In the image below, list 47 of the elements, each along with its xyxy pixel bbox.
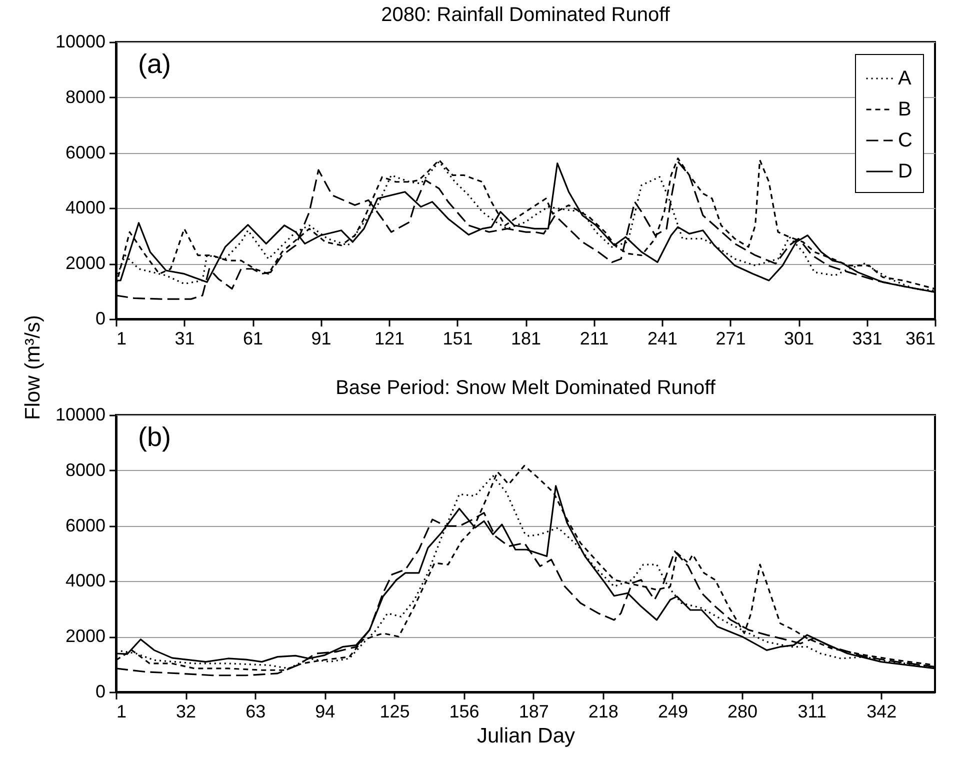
y-tick-label: 0	[95, 682, 106, 702]
x-tick-label: 31	[174, 328, 195, 348]
x-tick-label: 121	[374, 328, 405, 348]
x-tick-label: 32	[176, 702, 196, 722]
y-tick-label: 2000	[65, 253, 106, 274]
legend-label: C	[898, 130, 912, 152]
y-tick-label: 6000	[65, 515, 106, 536]
x-tick-label: 280	[728, 702, 758, 722]
chart-title: 2080: Rainfall Dominated Runoff	[381, 4, 670, 26]
y-tick-label: 4000	[65, 570, 106, 591]
legend-label: A	[898, 68, 912, 90]
y-tick-label: 4000	[65, 198, 106, 218]
y-axis-title: Flow (m³/s)	[21, 315, 44, 420]
x-tick-label: 1	[116, 328, 127, 348]
x-tick-label: 156	[449, 702, 480, 722]
x-tick-label: 187	[518, 702, 549, 722]
y-tick-label: 6000	[65, 142, 106, 162]
x-tick-label: 1	[116, 702, 127, 722]
x-tick-label: 94	[315, 702, 336, 722]
legend-label: B	[898, 98, 912, 120]
x-tick-label: 218	[588, 702, 618, 722]
x-tick-label: 342	[866, 702, 897, 722]
y-tick-label: 10000	[55, 32, 106, 52]
annotation: (a)	[138, 49, 171, 79]
chart-title: Base Period: Snow Melt Dominated Runoff	[336, 377, 716, 399]
x-tick-label: 241	[647, 328, 678, 348]
x-tick-label: 249	[658, 702, 688, 722]
x-tick-label: 91	[311, 328, 332, 348]
x-tick-label: 311	[798, 702, 826, 722]
y-tick-label: 8000	[65, 460, 106, 480]
y-tick-label: 2000	[65, 626, 106, 646]
x-tick-label: 63	[246, 702, 266, 722]
x-tick-label: 61	[242, 328, 264, 348]
x-tick-label: 331	[852, 328, 882, 348]
x-tick-label: 151	[442, 328, 473, 348]
x-tick-label: 125	[380, 702, 410, 722]
x-axis-title: Julian Day	[476, 724, 576, 748]
y-tick-label: 8000	[65, 86, 106, 107]
x-tick-label: 271	[716, 328, 746, 348]
x-tick-label: 361	[905, 328, 936, 348]
y-tick-label: 10000	[55, 404, 106, 424]
annotation: (b)	[138, 422, 171, 452]
legend-label: D	[898, 160, 912, 182]
x-tick-label: 211	[580, 328, 609, 348]
x-tick-label: 181	[510, 328, 542, 348]
y-tick-label: 0	[95, 308, 106, 328]
x-tick-label: 301	[784, 328, 814, 348]
